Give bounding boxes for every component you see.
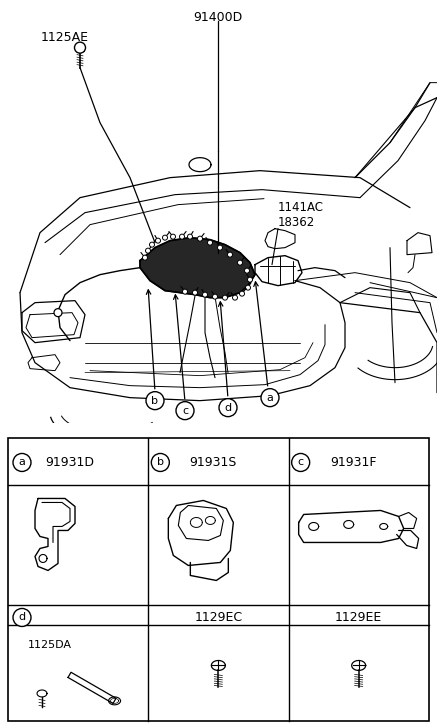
- Circle shape: [228, 252, 232, 257]
- Text: 1129EE: 1129EE: [335, 611, 382, 624]
- Circle shape: [187, 234, 193, 239]
- Circle shape: [198, 236, 202, 241]
- Circle shape: [180, 234, 184, 239]
- Circle shape: [212, 294, 218, 299]
- Text: 1125DA: 1125DA: [28, 640, 72, 651]
- Circle shape: [156, 238, 160, 243]
- Circle shape: [208, 240, 212, 245]
- Circle shape: [219, 398, 237, 417]
- Circle shape: [193, 290, 198, 295]
- Circle shape: [246, 285, 250, 290]
- Text: d: d: [225, 403, 232, 413]
- Circle shape: [170, 234, 176, 239]
- Circle shape: [183, 289, 187, 294]
- Text: b: b: [157, 457, 164, 467]
- Text: 91400D: 91400D: [194, 11, 243, 24]
- Text: c: c: [182, 406, 188, 416]
- Circle shape: [146, 248, 150, 253]
- Circle shape: [74, 42, 86, 53]
- Text: 91931D: 91931D: [45, 456, 94, 469]
- Circle shape: [13, 454, 31, 472]
- Circle shape: [151, 454, 169, 472]
- Text: a: a: [18, 457, 25, 467]
- Circle shape: [176, 401, 194, 419]
- Circle shape: [244, 268, 250, 273]
- Text: c: c: [298, 457, 304, 467]
- Text: 1129EC: 1129EC: [194, 611, 243, 624]
- Circle shape: [13, 608, 31, 627]
- Text: d: d: [18, 612, 25, 622]
- Polygon shape: [140, 238, 255, 297]
- Circle shape: [218, 245, 222, 250]
- Circle shape: [146, 392, 164, 409]
- Text: a: a: [267, 393, 274, 403]
- Circle shape: [149, 242, 155, 247]
- Text: b: b: [152, 395, 159, 406]
- Circle shape: [202, 292, 208, 297]
- Circle shape: [54, 309, 62, 317]
- Text: 1141AC
18362: 1141AC 18362: [278, 201, 324, 229]
- Circle shape: [142, 255, 148, 260]
- Circle shape: [163, 235, 167, 240]
- Circle shape: [291, 454, 310, 472]
- Text: 91931S: 91931S: [190, 456, 237, 469]
- Circle shape: [261, 389, 279, 406]
- Text: 91931F: 91931F: [330, 456, 377, 469]
- Circle shape: [239, 291, 244, 296]
- Circle shape: [247, 277, 253, 282]
- Circle shape: [232, 295, 237, 300]
- Circle shape: [222, 295, 228, 300]
- Text: 1125AE: 1125AE: [41, 31, 89, 44]
- Circle shape: [237, 260, 243, 265]
